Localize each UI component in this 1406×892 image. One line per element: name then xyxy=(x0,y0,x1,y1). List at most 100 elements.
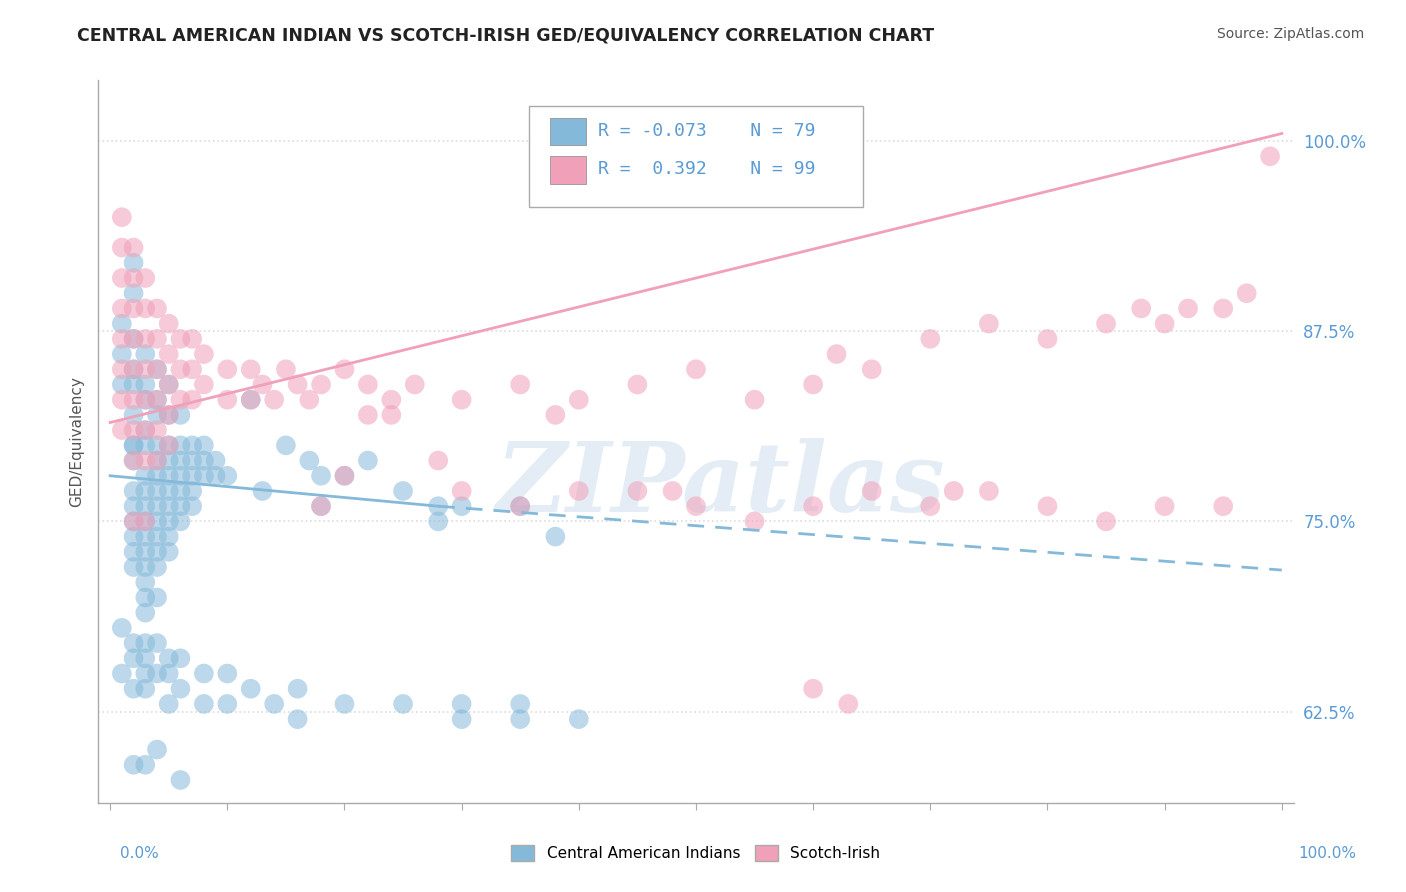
Text: R = -0.073    N = 79: R = -0.073 N = 79 xyxy=(598,122,815,140)
Point xyxy=(450,499,472,513)
Point xyxy=(333,697,356,711)
Point xyxy=(1036,499,1059,513)
Point xyxy=(134,301,156,316)
Point xyxy=(427,453,450,467)
Point xyxy=(122,301,145,316)
Point xyxy=(169,332,191,346)
Point xyxy=(333,468,356,483)
Point xyxy=(146,301,169,316)
Point xyxy=(181,499,204,513)
Point xyxy=(111,210,134,224)
Point xyxy=(122,377,145,392)
Point xyxy=(239,392,262,407)
Point xyxy=(134,271,156,285)
Point xyxy=(122,681,145,696)
Point xyxy=(134,666,156,681)
Point xyxy=(111,301,134,316)
Point xyxy=(122,499,145,513)
Point xyxy=(134,423,156,437)
Point xyxy=(169,681,191,696)
Point xyxy=(1095,515,1118,529)
Point xyxy=(544,408,567,422)
Point xyxy=(427,515,450,529)
Point xyxy=(357,408,380,422)
Point xyxy=(146,468,169,483)
Point xyxy=(274,438,297,452)
Point xyxy=(568,712,591,726)
Legend: Central American Indians, Scotch-Irish: Central American Indians, Scotch-Irish xyxy=(505,839,887,867)
Point xyxy=(357,453,380,467)
Point xyxy=(134,636,156,650)
Point xyxy=(309,499,332,513)
Point xyxy=(333,468,356,483)
Point xyxy=(450,712,472,726)
Point xyxy=(122,362,145,376)
Point xyxy=(568,483,591,498)
Point xyxy=(157,377,180,392)
Point xyxy=(685,499,707,513)
Text: Source: ZipAtlas.com: Source: ZipAtlas.com xyxy=(1216,27,1364,41)
Point xyxy=(122,515,145,529)
Point xyxy=(309,468,332,483)
Point xyxy=(122,515,145,529)
Point xyxy=(333,362,356,376)
Point xyxy=(134,515,156,529)
Point xyxy=(122,545,145,559)
Point xyxy=(181,483,204,498)
Point xyxy=(134,681,156,696)
Point xyxy=(169,408,191,422)
Point xyxy=(146,499,169,513)
Point xyxy=(134,423,156,437)
Point xyxy=(509,499,531,513)
Point xyxy=(287,712,309,726)
Point xyxy=(685,362,707,376)
Point xyxy=(146,408,169,422)
Point xyxy=(1095,317,1118,331)
Point xyxy=(1177,301,1199,316)
Point xyxy=(146,636,169,650)
Point xyxy=(450,392,472,407)
Point xyxy=(157,545,180,559)
Point xyxy=(252,483,274,498)
FancyBboxPatch shape xyxy=(550,156,586,184)
Text: R =  0.392    N = 99: R = 0.392 N = 99 xyxy=(598,160,815,178)
Text: 100.0%: 100.0% xyxy=(1299,847,1357,861)
Point xyxy=(169,362,191,376)
Point xyxy=(193,468,215,483)
Point xyxy=(111,317,134,331)
Point xyxy=(157,697,180,711)
Point xyxy=(217,666,239,681)
Point xyxy=(263,392,285,407)
Point xyxy=(146,453,169,467)
Point xyxy=(427,499,450,513)
Point xyxy=(1036,332,1059,346)
Point xyxy=(146,483,169,498)
Point xyxy=(134,591,156,605)
Point xyxy=(181,362,204,376)
Point xyxy=(169,453,191,467)
Point xyxy=(509,499,531,513)
Text: CENTRAL AMERICAN INDIAN VS SCOTCH-IRISH GED/EQUIVALENCY CORRELATION CHART: CENTRAL AMERICAN INDIAN VS SCOTCH-IRISH … xyxy=(77,27,935,45)
Point xyxy=(193,666,215,681)
Point xyxy=(217,697,239,711)
Point xyxy=(544,530,567,544)
Point xyxy=(134,332,156,346)
Point xyxy=(122,453,145,467)
Point xyxy=(157,438,180,452)
Point xyxy=(157,377,180,392)
Point xyxy=(157,530,180,544)
Point xyxy=(146,392,169,407)
FancyBboxPatch shape xyxy=(529,105,863,207)
Point xyxy=(122,241,145,255)
Point xyxy=(801,499,824,513)
Point xyxy=(920,332,942,346)
FancyBboxPatch shape xyxy=(550,118,586,145)
Point xyxy=(1153,317,1175,331)
Point xyxy=(111,392,134,407)
Point xyxy=(134,377,156,392)
Point xyxy=(942,483,965,498)
Point xyxy=(146,423,169,437)
Point xyxy=(169,483,191,498)
Point xyxy=(146,742,169,756)
Point xyxy=(146,560,169,574)
